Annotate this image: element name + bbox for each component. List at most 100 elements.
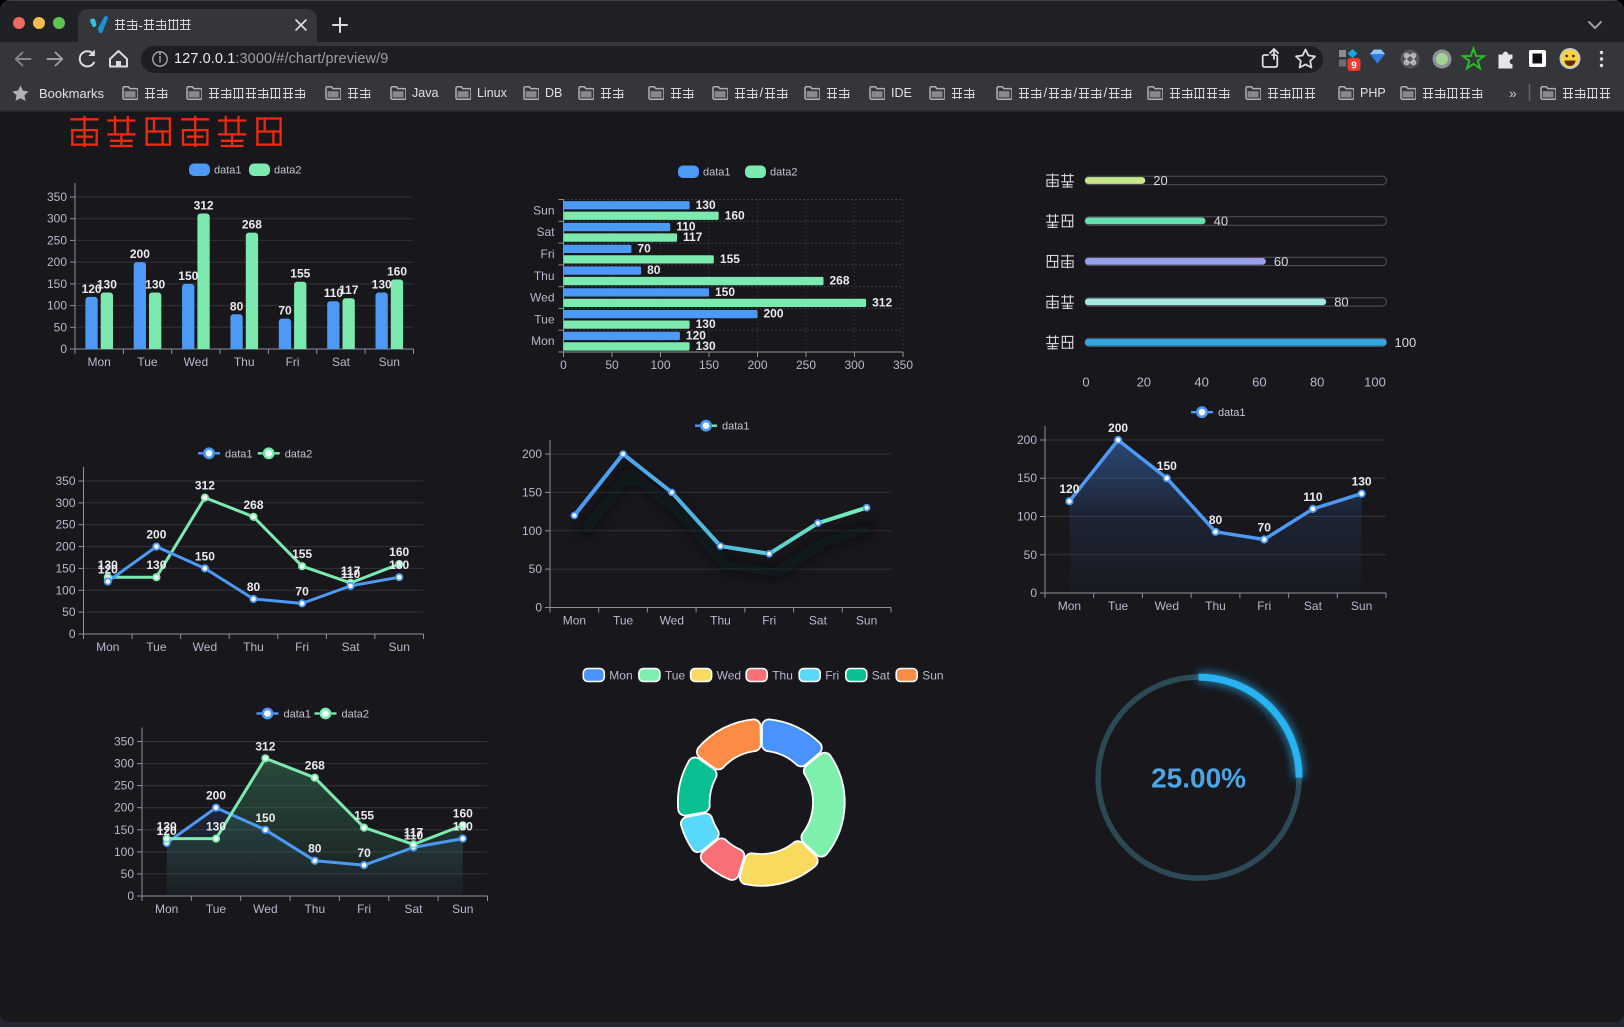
svg-text:Sun: Sun: [1351, 599, 1372, 613]
svg-text:data1: data1: [1218, 407, 1246, 419]
svg-text:Wed: Wed: [660, 614, 684, 628]
svg-text:Sat: Sat: [536, 225, 555, 239]
svg-text:Mon: Mon: [531, 334, 554, 348]
svg-text:200: 200: [747, 358, 767, 372]
svg-text:120: 120: [157, 824, 177, 838]
svg-text:data1: data1: [703, 167, 731, 179]
svg-text:250: 250: [55, 518, 75, 532]
svg-text:130: 130: [696, 339, 716, 353]
svg-text:250: 250: [47, 233, 67, 247]
svg-text:110: 110: [676, 220, 696, 234]
svg-text:Mon: Mon: [88, 355, 111, 369]
svg-text:130: 130: [1352, 475, 1372, 489]
svg-text:130: 130: [453, 820, 473, 834]
svg-text:312: 312: [255, 739, 275, 753]
svg-text:130: 130: [696, 198, 716, 212]
svg-text:268: 268: [242, 218, 262, 232]
svg-text:0: 0: [1082, 375, 1089, 390]
svg-text:130: 130: [145, 278, 165, 292]
svg-text:300: 300: [55, 496, 75, 510]
svg-text:Tue: Tue: [665, 669, 686, 683]
svg-text:Sun: Sun: [452, 902, 473, 916]
svg-text:150: 150: [1017, 471, 1037, 485]
svg-text:312: 312: [194, 199, 214, 213]
svg-text:250: 250: [114, 779, 134, 793]
svg-text:200: 200: [130, 247, 150, 261]
svg-text:70: 70: [278, 304, 292, 318]
svg-text:200: 200: [1017, 433, 1037, 447]
svg-text:200: 200: [764, 307, 784, 321]
svg-text:130: 130: [97, 278, 117, 292]
svg-text:160: 160: [389, 545, 409, 559]
svg-text:130: 130: [389, 558, 409, 572]
svg-text:Wed: Wed: [253, 902, 277, 916]
svg-text:160: 160: [725, 208, 745, 222]
svg-text:150: 150: [55, 561, 75, 575]
svg-text:Sun: Sun: [856, 614, 877, 628]
svg-text:100: 100: [1017, 510, 1037, 524]
svg-text:130: 130: [696, 317, 716, 331]
svg-text:9: 9: [1351, 60, 1357, 71]
svg-text:Sun: Sun: [533, 203, 554, 217]
svg-text:150: 150: [699, 358, 719, 372]
svg-text:20: 20: [1137, 375, 1151, 390]
svg-text:80: 80: [1310, 375, 1324, 390]
svg-text:0: 0: [535, 601, 542, 615]
svg-text:Mon: Mon: [609, 669, 632, 683]
svg-text:data2: data2: [770, 167, 798, 179]
svg-text:60: 60: [1274, 254, 1288, 269]
svg-text:Sat: Sat: [809, 614, 828, 628]
svg-text:70: 70: [1258, 521, 1272, 535]
svg-text:0: 0: [60, 342, 67, 356]
svg-text:80: 80: [308, 842, 322, 856]
svg-text:0: 0: [560, 358, 567, 372]
svg-text:130: 130: [157, 820, 177, 834]
svg-text:60: 60: [1252, 375, 1266, 390]
svg-text:Tue: Tue: [137, 355, 158, 369]
svg-text:Sat: Sat: [404, 902, 423, 916]
svg-text:350: 350: [55, 474, 75, 488]
svg-text:50: 50: [121, 867, 135, 881]
svg-text:Fri: Fri: [825, 669, 839, 683]
svg-text:Fri: Fri: [286, 355, 300, 369]
svg-text:Fri: Fri: [762, 614, 776, 628]
svg-text:268: 268: [830, 274, 850, 288]
svg-text:300: 300: [47, 212, 67, 226]
svg-text:350: 350: [893, 358, 913, 372]
svg-text:120: 120: [98, 563, 118, 577]
svg-text:Wed: Wed: [1155, 599, 1179, 613]
svg-text:50: 50: [54, 320, 68, 334]
svg-text:100: 100: [650, 358, 670, 372]
svg-text:Mon: Mon: [96, 640, 119, 654]
svg-text:80: 80: [1334, 294, 1348, 309]
svg-text:110: 110: [1303, 490, 1323, 504]
svg-text:268: 268: [243, 498, 263, 512]
svg-text:40: 40: [1214, 213, 1228, 228]
svg-text:Thu: Thu: [710, 614, 731, 628]
svg-text:data1: data1: [284, 709, 312, 721]
svg-text:200: 200: [1108, 421, 1128, 435]
svg-text:Mon: Mon: [563, 614, 586, 628]
svg-text:50: 50: [529, 562, 543, 576]
svg-text:Sat: Sat: [1304, 599, 1323, 613]
svg-text:110: 110: [341, 567, 361, 581]
svg-text:Fri: Fri: [295, 640, 309, 654]
svg-text:Sun: Sun: [922, 669, 943, 683]
svg-text:100: 100: [47, 299, 67, 313]
svg-text:130: 130: [146, 558, 166, 572]
svg-text:350: 350: [47, 190, 67, 204]
svg-text:Wed: Wed: [717, 669, 741, 683]
svg-text:Tue: Tue: [534, 312, 555, 326]
svg-text:Fri: Fri: [357, 902, 371, 916]
svg-text:Sat: Sat: [342, 640, 361, 654]
svg-text:100: 100: [1364, 375, 1386, 390]
svg-text:50: 50: [1024, 548, 1038, 562]
svg-text:70: 70: [357, 846, 371, 860]
svg-text:200: 200: [146, 528, 166, 542]
svg-text:200: 200: [47, 255, 67, 269]
svg-text:130: 130: [98, 558, 118, 572]
svg-text:350: 350: [114, 735, 134, 749]
svg-text:Sun: Sun: [389, 640, 410, 654]
svg-text:150: 150: [195, 549, 215, 563]
svg-text:300: 300: [844, 358, 864, 372]
